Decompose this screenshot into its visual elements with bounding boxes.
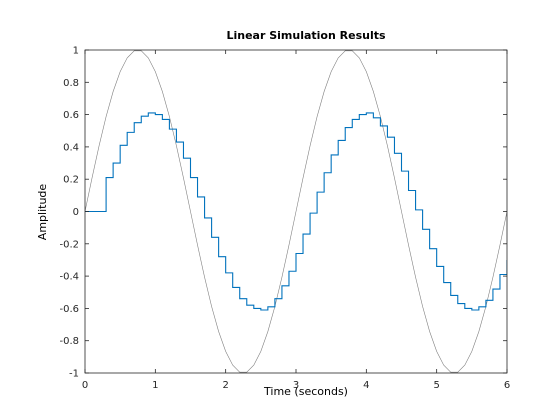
y-tick-label: 0.8 xyxy=(63,78,79,89)
y-axis-title: Amplitude xyxy=(36,184,49,241)
y-tick-label: 0.4 xyxy=(63,142,79,153)
chart-title: Linear Simulation Results xyxy=(226,29,386,42)
y-tick-label: -0.4 xyxy=(59,272,79,283)
tick-layer: 0 1 2 3 4 5 6 -1 -0.8 -0.6 -0.4 -0.2 0 0.2 0.4 0.6 0.8 1 xyxy=(59,46,510,392)
y-tick-label: 0.6 xyxy=(63,110,79,121)
y-tick-label: -0.2 xyxy=(59,239,79,250)
y-tick-label: 1 xyxy=(73,46,79,57)
y-tick-label: 0 xyxy=(73,207,79,218)
y-tick-label: -0.8 xyxy=(59,336,79,347)
x-tick-label: 2 xyxy=(222,380,228,391)
series-layer xyxy=(85,50,507,373)
x-axis-title: Time (seconds) xyxy=(263,385,348,398)
x-tick-label: 3 xyxy=(293,380,299,391)
y-tick-label: -1 xyxy=(69,369,79,380)
response-step-line xyxy=(85,112,507,311)
x-tick-label: 0 xyxy=(82,380,88,391)
input-sine-line xyxy=(85,50,507,373)
y-tick-label: -0.6 xyxy=(59,304,79,315)
x-tick-label: 5 xyxy=(433,380,439,391)
x-tick-label: 4 xyxy=(363,380,369,391)
y-tick-label: 0.2 xyxy=(63,175,79,186)
x-tick-label: 6 xyxy=(504,380,510,391)
x-tick-label: 1 xyxy=(152,380,158,391)
